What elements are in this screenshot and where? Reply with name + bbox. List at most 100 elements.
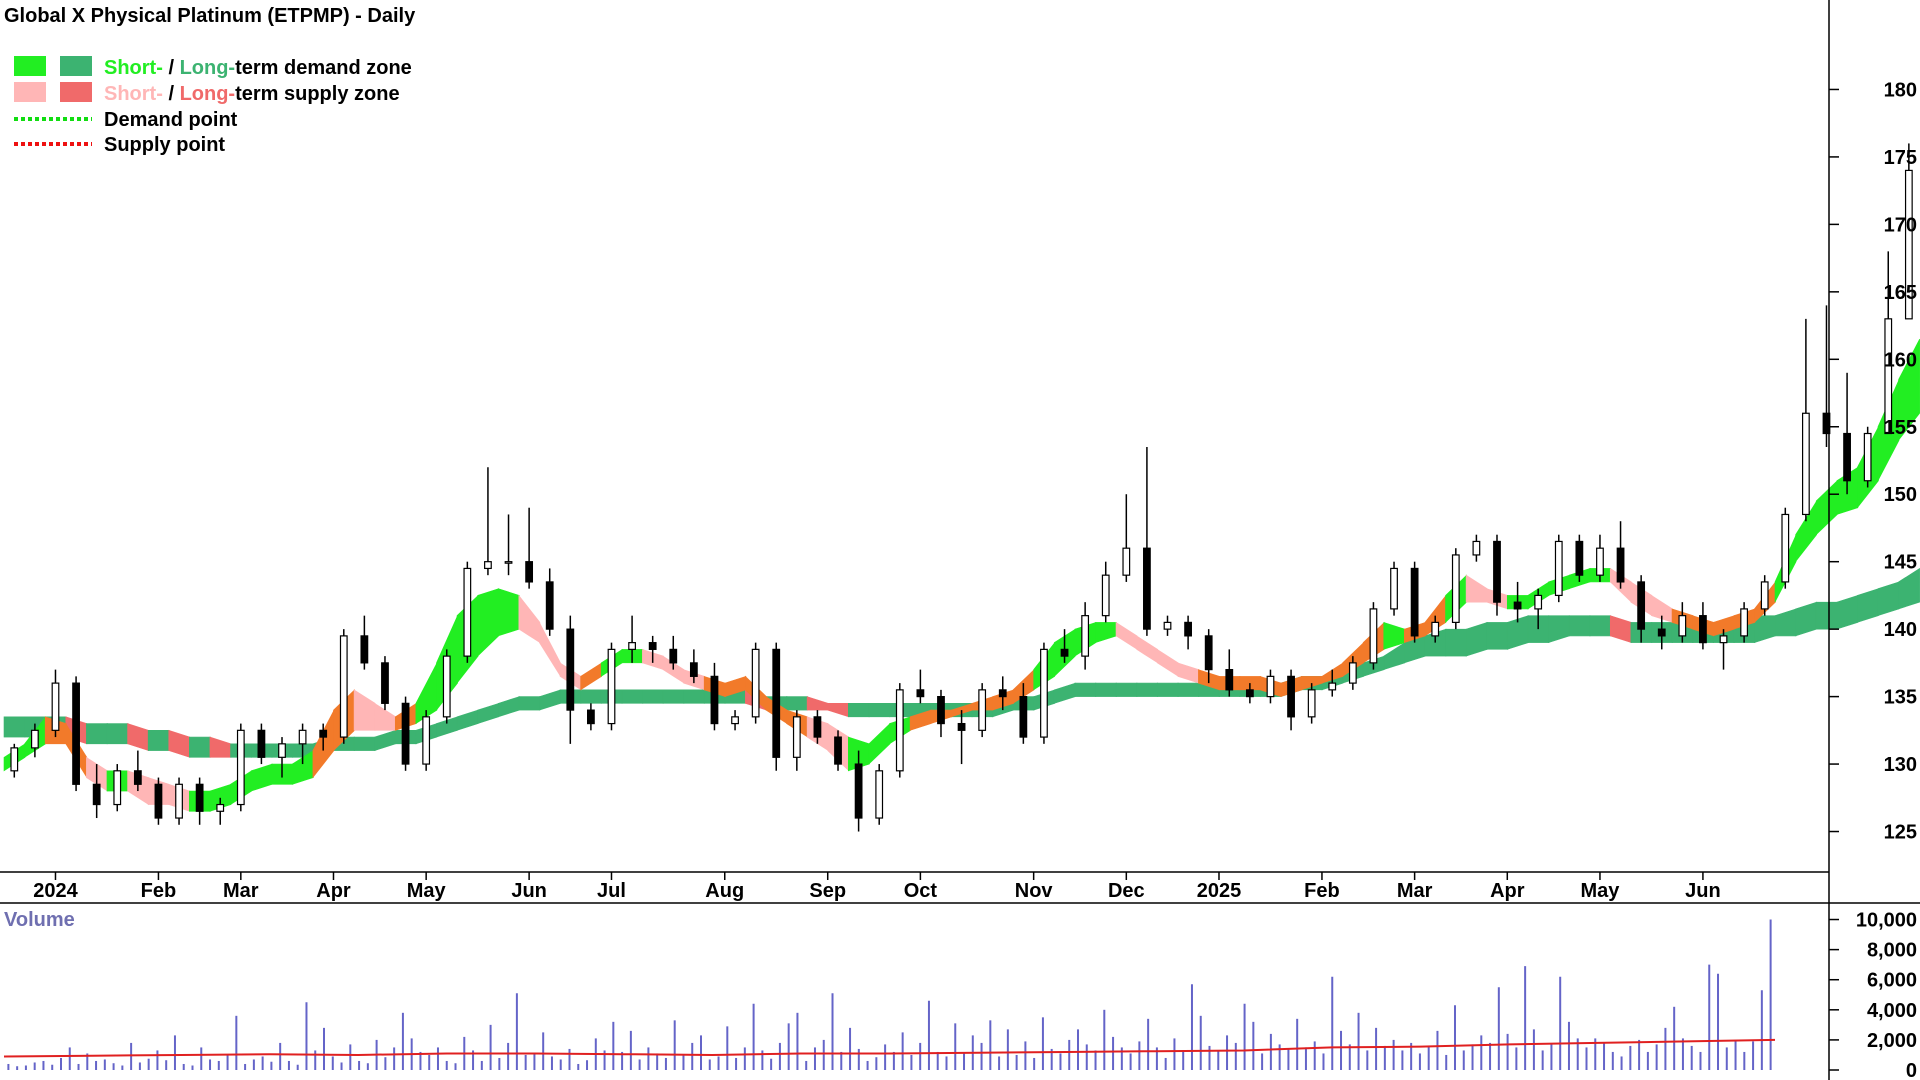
candle-body — [1493, 540, 1501, 603]
legend-demand-zone-label: Short- / Long-term demand zone — [104, 57, 412, 79]
candle-body — [1184, 621, 1192, 637]
legend: Short- / Long-term demand zone Short- / … — [14, 56, 412, 156]
candle-body — [566, 628, 575, 711]
volume-bars-layer — [7, 919, 1772, 1070]
candle-body — [751, 648, 760, 718]
price-tick-label: 155 — [1884, 417, 1917, 439]
volume-tick-label: 2,000 — [1867, 1030, 1917, 1052]
price-tick-label: 175 — [1884, 147, 1917, 169]
candle-body — [1348, 662, 1357, 684]
candle-body — [278, 743, 286, 758]
candle-body — [422, 716, 431, 765]
price-tick-label: 165 — [1884, 282, 1917, 304]
legend-supply-rest: term supply zone — [235, 83, 399, 105]
candle-body — [1534, 594, 1543, 610]
price-tick-label: 130 — [1884, 754, 1917, 776]
candle-body — [525, 561, 534, 583]
candle-body — [1472, 540, 1481, 556]
legend-short-demand-swatch — [14, 56, 46, 76]
legend-supply-sep: / — [163, 83, 180, 105]
long-term-zone-segment — [1177, 682, 1200, 697]
legend-demand-short: Short- — [104, 57, 163, 79]
volume-tick-label: 4,000 — [1867, 1000, 1917, 1022]
candle-body — [1307, 689, 1316, 718]
candle-body — [1657, 628, 1666, 637]
candle-body — [360, 635, 369, 664]
month-tick-label: Aug — [705, 880, 744, 902]
month-tick-label: Jun — [1685, 880, 1721, 902]
candle-body — [195, 783, 204, 812]
month-tick-label: Oct — [904, 880, 938, 902]
legend-supply-short: Short- — [104, 83, 163, 105]
long-term-zone-segment — [353, 736, 376, 751]
month-tick-label: Nov — [1015, 880, 1054, 902]
candle-body — [133, 770, 142, 785]
candle-body — [51, 682, 60, 731]
legend-long-supply-swatch — [60, 82, 92, 102]
legend-demand-long: Long- — [180, 57, 236, 79]
candle-body — [916, 689, 925, 698]
long-term-zone-segment — [621, 689, 644, 704]
month-tick-label: Mar — [1397, 880, 1433, 902]
candle-body — [895, 689, 904, 772]
short-term-zone-segment — [292, 750, 314, 785]
candle-body — [10, 747, 19, 772]
candle-body — [1678, 615, 1687, 637]
month-tick-label: May — [407, 880, 447, 902]
long-term-zone-segment — [1589, 615, 1612, 637]
month-tick-label: Apr — [1490, 880, 1525, 902]
legend-long-demand-swatch — [60, 56, 92, 76]
month-tick-label: 2024 — [33, 880, 78, 902]
candle-body — [484, 561, 492, 570]
long-term-zone-segment — [1815, 601, 1838, 630]
long-term-zone-segment — [786, 696, 808, 711]
price-tick-label: 145 — [1884, 552, 1917, 574]
candle-body — [1328, 682, 1337, 691]
month-tick-label: May — [1581, 880, 1621, 902]
candle-body — [236, 729, 245, 806]
month-tick-label: Dec — [1108, 880, 1145, 902]
candle-body — [30, 729, 39, 749]
long-term-zone-segment — [1115, 682, 1138, 697]
long-term-zone-segment — [1568, 615, 1591, 637]
candle-body — [1719, 635, 1728, 644]
candle-body — [1390, 567, 1398, 610]
candle-body — [1699, 615, 1707, 644]
chart-title: Global X Physical Platinum (ETPMP) - Dai… — [4, 5, 416, 27]
candle-body — [1740, 608, 1749, 637]
candle-body — [1451, 554, 1460, 623]
candle-body — [154, 783, 163, 819]
long-term-zone-segment — [868, 703, 891, 718]
candle-body — [669, 648, 678, 664]
candle-body — [772, 648, 781, 758]
candle-body — [1369, 608, 1378, 664]
month-tick-label: Apr — [316, 880, 351, 902]
candle-body — [792, 716, 801, 758]
long-term-zone-segment — [1445, 628, 1467, 657]
candle-body — [607, 648, 616, 725]
candle-body — [1122, 547, 1131, 576]
candle-body — [628, 642, 636, 650]
candle-body — [978, 689, 987, 731]
short-term-zone-segment — [415, 662, 438, 725]
price-tick-label: 140 — [1884, 619, 1917, 641]
candle-body — [463, 567, 472, 657]
candle-body — [854, 763, 863, 819]
volume-tick-label: 10,000 — [1856, 910, 1917, 932]
candle-body — [1204, 635, 1213, 671]
candle-body — [1843, 432, 1851, 482]
candle-body — [1060, 648, 1069, 657]
candle-body — [1287, 675, 1295, 718]
long-term-zone-segment — [3, 716, 26, 738]
volume-tick-label: 8,000 — [1867, 940, 1917, 962]
candle-body — [1513, 601, 1522, 610]
long-term-zone-segment — [189, 736, 211, 758]
candle-body — [587, 709, 595, 725]
candle-body — [92, 783, 101, 806]
month-tick-label: Jun — [511, 880, 547, 902]
long-term-zone-segment — [518, 696, 541, 711]
candle-body — [504, 561, 513, 564]
candle-body — [998, 689, 1007, 698]
candle-body — [401, 702, 410, 765]
